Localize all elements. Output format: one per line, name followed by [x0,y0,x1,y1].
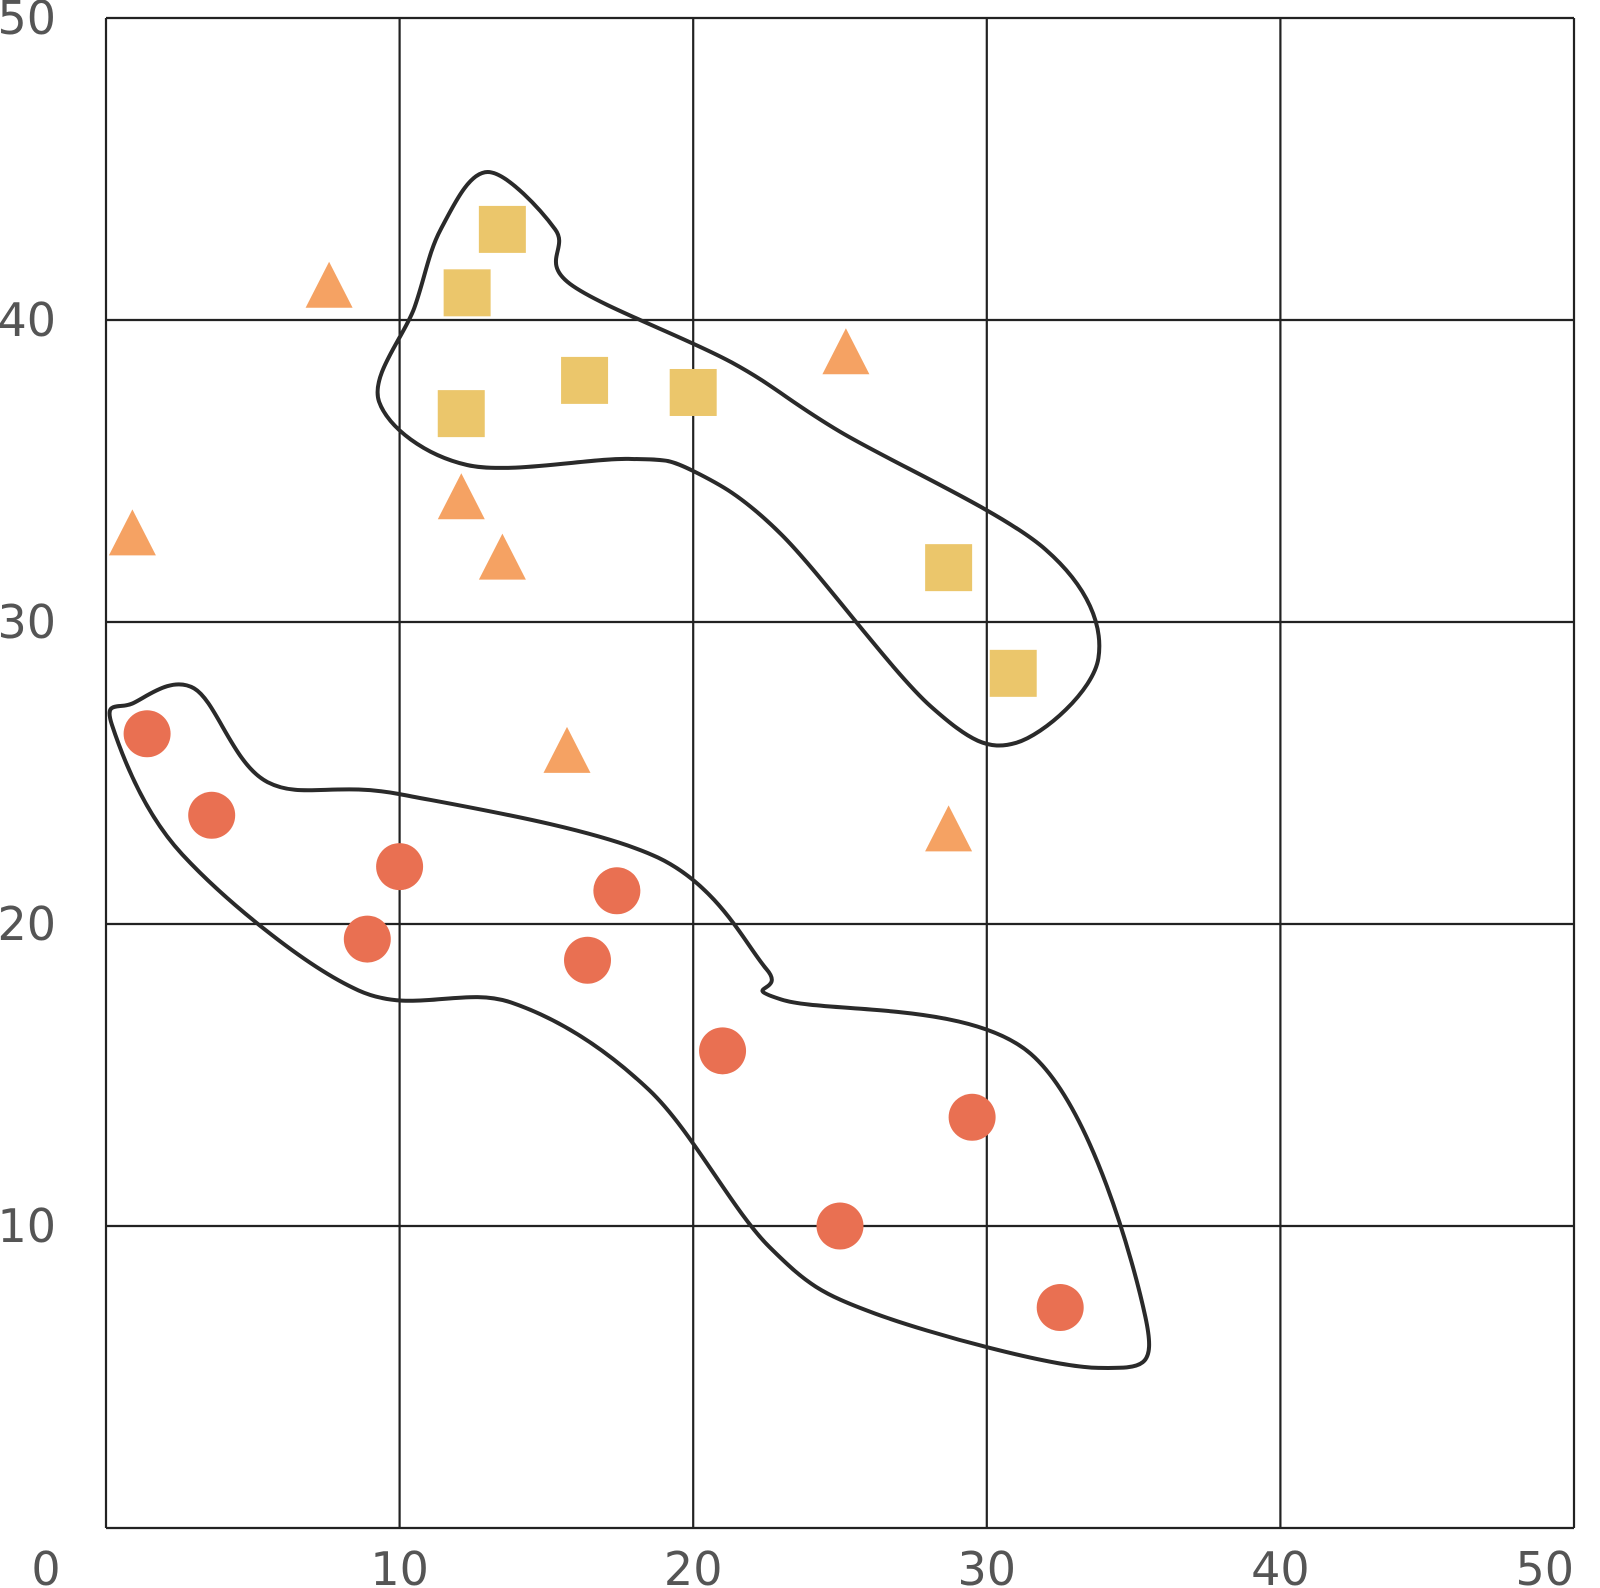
circle-marker-4 [343,915,391,963]
circle-marker-9 [816,1202,864,1250]
square-marker-1 [478,205,526,253]
circle-marker-8 [948,1093,996,1141]
triangle-marker-1 [305,261,353,308]
tick-label-origin: 0 [31,1542,60,1588]
circle-marker-5 [593,867,641,915]
x-tick-label-10: 10 [370,1542,429,1588]
grid [104,16,1576,1530]
y-tick-label-30: 30 [0,595,56,649]
square-marker-6 [925,544,973,592]
triangle-marker-4 [478,533,526,580]
circle-marker-3 [376,843,424,891]
square-marker-2 [443,269,491,317]
circle-marker-7 [699,1027,747,1075]
circle-marker-6 [564,936,612,984]
triangle-marker-6 [543,726,591,773]
y-tick-label-50: 50 [0,0,56,45]
triangle-marker-3 [437,473,485,520]
cluster-outlines [107,169,1151,1370]
x-tick-label-40: 40 [1251,1542,1310,1588]
x-tick-label-50: 50 [1515,1542,1574,1588]
y-tick-label-10: 10 [0,1199,56,1253]
y-tick-label-40: 40 [0,293,56,347]
square-marker-4 [561,356,609,404]
square-marker-3 [437,390,485,438]
square-marker-7 [989,649,1037,697]
cluster-outline-circle [107,682,1151,1370]
triangle-marker-2 [108,509,156,556]
x-tick-label-30: 30 [958,1542,1017,1588]
circle-marker-2 [188,791,236,839]
y-tick-label-20: 20 [0,897,56,951]
circle-marker-10 [1036,1284,1084,1332]
triangle-marker-5 [822,328,870,375]
circle-marker-1 [123,710,171,758]
data-markers [108,205,1084,1332]
cluster-outline-square [375,169,1102,748]
square-marker-5 [669,368,717,416]
triangle-marker-7 [925,805,973,852]
x-tick-label-20: 20 [664,1542,723,1588]
